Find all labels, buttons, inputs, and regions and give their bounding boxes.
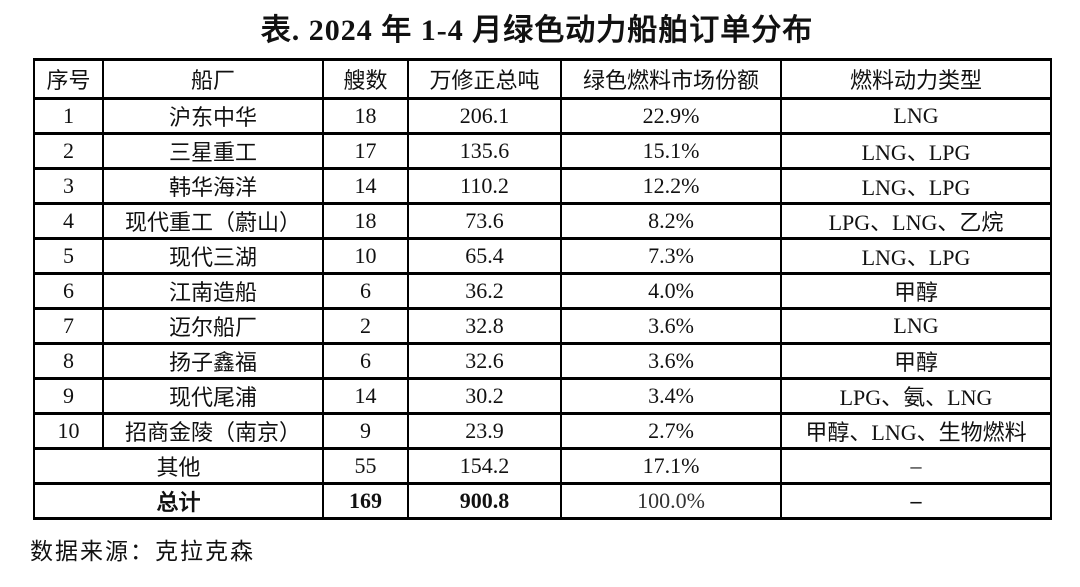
header-share: 绿色燃料市场份额 [560,58,782,100]
header-row: 序号 船厂 艘数 万修正总吨 绿色燃料市场份额 燃料动力类型 [33,58,1052,100]
total-row: 总计 169 900.8 100.0% – [33,482,1052,520]
cell-share: 3.4% [560,377,782,415]
cell-shipyard: 沪东中华 [102,97,324,135]
cell-share: 15.1% [560,132,782,170]
table-row: 7 迈尔船厂 2 32.8 3.6% LNG [33,307,1052,345]
cell-shipyard: 招商金陵（南京） [102,412,324,450]
cell-no: 1 [33,97,104,135]
cell-fuel: LPG、氨、LNG [780,377,1052,415]
cell-cgt: 32.6 [407,342,562,380]
cell-ships: 9 [322,412,409,450]
cell-shipyard: 江南造船 [102,272,324,310]
table-row: 4 现代重工（蔚山） 18 73.6 8.2% LPG、LNG、乙烷 [33,202,1052,240]
cell-shipyard: 扬子鑫福 [102,342,324,380]
cell-shipyard: 现代三湖 [102,237,324,275]
table-row: 10 招商金陵（南京） 9 23.9 2.7% 甲醇、LNG、生物燃料 [33,412,1052,450]
total-cgt-cell: 900.8 [407,482,562,520]
cell-no: 4 [33,202,104,240]
cell-cgt: 65.4 [407,237,562,275]
cell-shipyard: 韩华海洋 [102,167,324,205]
cell-share: 4.0% [560,272,782,310]
cell-share: 8.2% [560,202,782,240]
total-fuel-cell: – [780,482,1052,520]
header-no: 序号 [33,58,104,100]
total-label-cell: 总计 [33,482,324,520]
table-row: 1 沪东中华 18 206.1 22.9% LNG [33,97,1052,135]
cell-no: 7 [33,307,104,345]
orders-table: 序号 船厂 艘数 万修正总吨 绿色燃料市场份额 燃料动力类型 1 沪东中华 18… [33,58,1052,520]
cell-no: 5 [33,237,104,275]
cell-cgt: 36.2 [407,272,562,310]
cell-no: 3 [33,167,104,205]
table-header: 序号 船厂 艘数 万修正总吨 绿色燃料市场份额 燃料动力类型 [33,58,1052,100]
total-ships-cell: 169 [322,482,409,520]
cell-share: 22.9% [560,97,782,135]
data-source-note: 数据来源：克拉克森 [30,539,255,564]
cell-share: 3.6% [560,342,782,380]
table-row: 5 现代三湖 10 65.4 7.3% LNG、LPG [33,237,1052,275]
others-fuel-cell: – [780,447,1052,485]
cell-no: 10 [33,412,104,450]
table-row: 8 扬子鑫福 6 32.6 3.6% 甲醇 [33,342,1052,380]
cell-fuel: LNG、LPG [780,167,1052,205]
cell-fuel: LPG、LNG、乙烷 [780,202,1052,240]
cell-shipyard: 现代重工（蔚山） [102,202,324,240]
cell-share: 2.7% [560,412,782,450]
table-row: 9 现代尾浦 14 30.2 3.4% LPG、氨、LNG [33,377,1052,415]
total-share-cell: 100.0% [560,482,782,520]
others-row: 其他 55 154.2 17.1% – [33,447,1052,485]
cell-no: 8 [33,342,104,380]
document-page: 表. 2024 年 1-4 月绿色动力船舶订单分布 序号 船厂 艘数 万修正总吨… [0,12,1080,587]
cell-no: 2 [33,132,104,170]
cell-fuel: LNG、LPG [780,237,1052,275]
others-label-cell: 其他 [33,447,324,485]
cell-ships: 17 [322,132,409,170]
cell-cgt: 32.8 [407,307,562,345]
cell-cgt: 73.6 [407,202,562,240]
header-cgt: 万修正总吨 [407,58,562,100]
header-fuel: 燃料动力类型 [780,58,1052,100]
cell-shipyard: 三星重工 [102,132,324,170]
cell-fuel: LNG、LPG [780,132,1052,170]
cell-ships: 2 [322,307,409,345]
cell-fuel: 甲醇 [780,342,1052,380]
cell-shipyard: 现代尾浦 [102,377,324,415]
table-row: 3 韩华海洋 14 110.2 12.2% LNG、LPG [33,167,1052,205]
header-yard: 船厂 [102,58,324,100]
cell-cgt: 206.1 [407,97,562,135]
cell-ships: 6 [322,272,409,310]
cell-ships: 18 [322,97,409,135]
cell-cgt: 110.2 [407,167,562,205]
cell-fuel: LNG [780,97,1052,135]
cell-no: 9 [33,377,104,415]
others-ships-cell: 55 [322,447,409,485]
cell-share: 3.6% [560,307,782,345]
table-row: 2 三星重工 17 135.6 15.1% LNG、LPG [33,132,1052,170]
cell-fuel: LNG [780,307,1052,345]
cell-ships: 14 [322,377,409,415]
cell-ships: 18 [322,202,409,240]
cell-fuel: 甲醇、LNG、生物燃料 [780,412,1052,450]
header-ships: 艘数 [322,58,409,100]
cell-ships: 10 [322,237,409,275]
table-row: 6 江南造船 6 36.2 4.0% 甲醇 [33,272,1052,310]
others-cgt-cell: 154.2 [407,447,562,485]
cell-share: 12.2% [560,167,782,205]
cell-fuel: 甲醇 [780,272,1052,310]
cell-ships: 6 [322,342,409,380]
table-title: 表. 2024 年 1-4 月绿色动力船舶订单分布 [260,14,814,47]
cell-share: 7.3% [560,237,782,275]
cell-cgt: 135.6 [407,132,562,170]
cell-shipyard: 迈尔船厂 [102,307,324,345]
cell-cgt: 23.9 [407,412,562,450]
cell-no: 6 [33,272,104,310]
cell-ships: 14 [322,167,409,205]
table-body: 1 沪东中华 18 206.1 22.9% LNG 2 三星重工 17 135.… [33,97,1052,450]
table-summary: 其他 55 154.2 17.1% – 总计 169 900.8 100.0% … [33,447,1052,520]
cell-cgt: 30.2 [407,377,562,415]
others-share-cell: 17.1% [560,447,782,485]
